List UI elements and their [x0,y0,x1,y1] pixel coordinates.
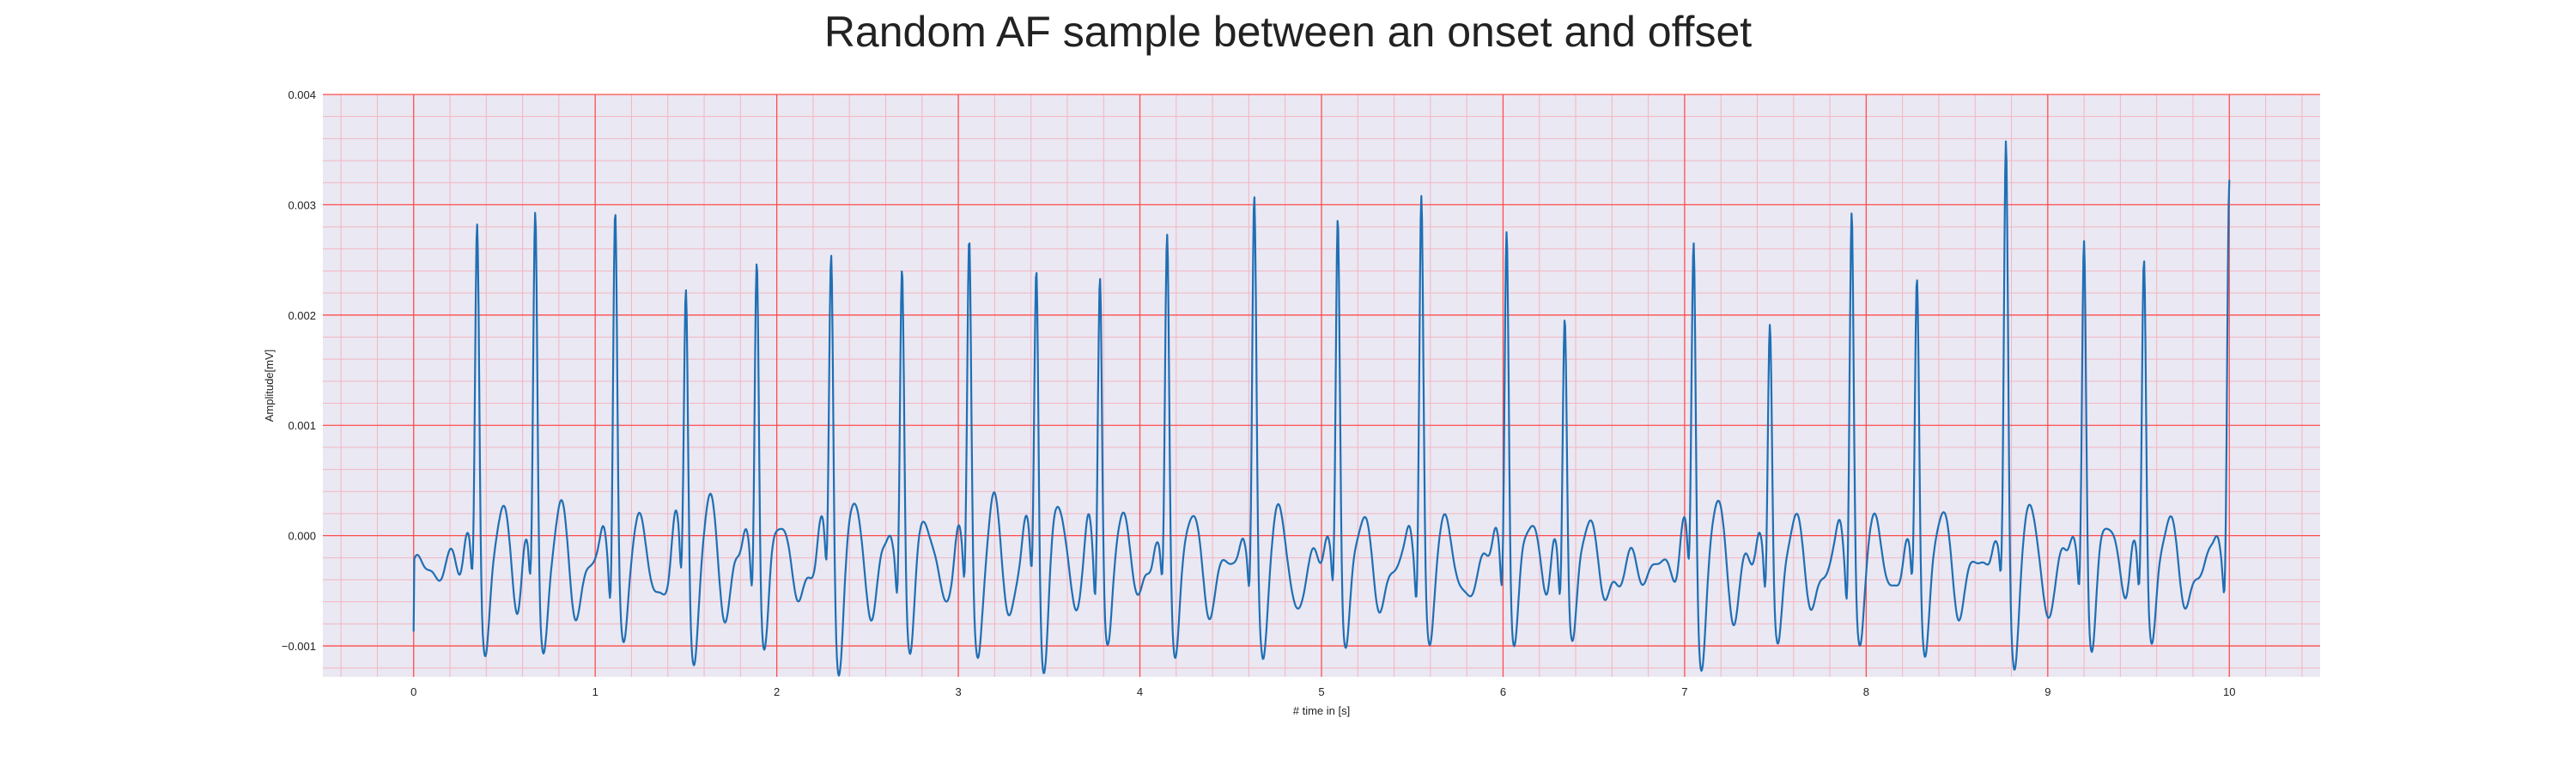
x-axis-label: # time in [s] [1293,704,1350,717]
y-tick-label: 0.001 [288,419,316,432]
major-grid [323,94,2320,677]
chart-title: Random AF sample between an onset and of… [823,8,1753,56]
x-tick-label: 7 [1681,685,1687,698]
x-tick-label: 9 [2044,685,2050,698]
x-tick-label: 8 [1863,685,1869,698]
x-tick-label: 5 [1318,685,1324,698]
x-tick-label: 0 [410,685,416,698]
x-tick-label: 1 [592,685,598,698]
x-tick-label: 4 [1137,685,1143,698]
x-tick-label: 2 [774,685,780,698]
x-tick-label: 10 [2223,685,2235,698]
x-tick-label: 3 [955,685,961,698]
y-tick-label: 0.002 [288,309,316,322]
y-tick-labels: −0.001 0.000 0.001 0.002 0.003 0.004 [282,88,316,653]
y-tick-label: −0.001 [282,640,316,653]
x-tick-label: 6 [1500,685,1506,698]
y-axis-label: Amplitude[mV] [263,350,276,423]
ecg-signal-line [412,140,2231,677]
y-tick-label: 0.000 [288,530,316,543]
y-tick-label: 0.004 [288,88,316,101]
y-tick-label: 0.003 [288,198,316,211]
x-tick-labels: 0 1 2 3 4 5 6 7 8 9 10 [410,685,2235,698]
